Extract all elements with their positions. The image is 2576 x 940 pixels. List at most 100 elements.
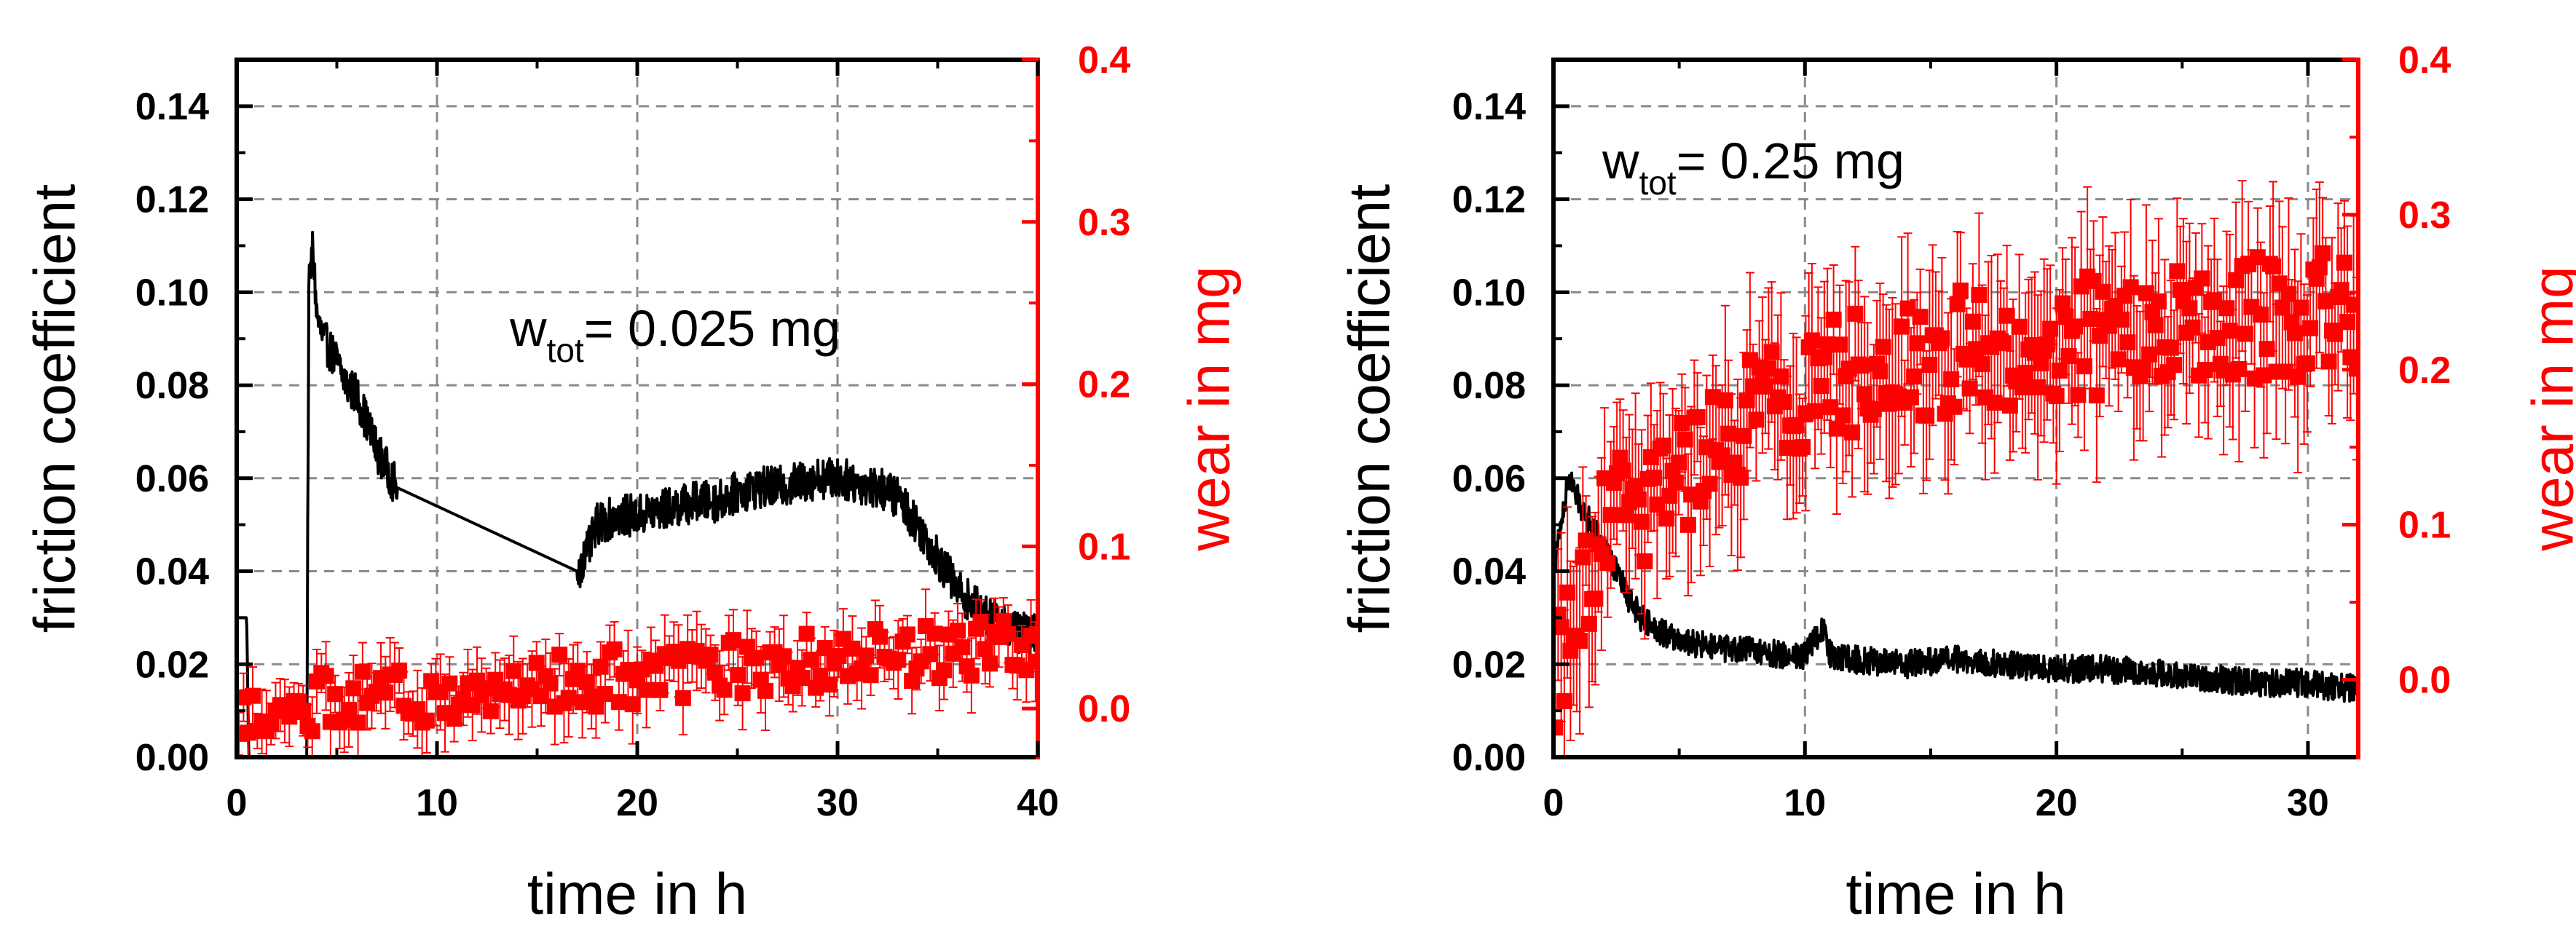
wear-point bbox=[1572, 547, 1588, 735]
wear-marker bbox=[2033, 355, 2049, 372]
wear-marker bbox=[354, 663, 371, 680]
wear-point bbox=[304, 696, 320, 757]
wear-point bbox=[2249, 207, 2266, 307]
x-tick-label: 0 bbox=[1543, 782, 1564, 824]
wear-marker bbox=[1674, 415, 1690, 432]
wtot-annotation: wtot= 0.25 mg bbox=[1602, 133, 1905, 202]
wear-marker bbox=[1618, 507, 1634, 524]
wear-marker bbox=[2274, 299, 2291, 316]
wear-marker bbox=[972, 614, 989, 631]
wear-marker bbox=[304, 723, 320, 740]
wear-marker bbox=[2194, 270, 2210, 287]
wear-marker bbox=[2001, 398, 2018, 414]
wear-marker bbox=[1816, 349, 1832, 366]
wear-marker bbox=[2280, 285, 2297, 302]
wear-point bbox=[1773, 292, 1789, 461]
wear-marker bbox=[281, 708, 298, 725]
wear-marker bbox=[1828, 420, 1845, 437]
wear-marker bbox=[1736, 427, 1752, 444]
y2-tick-label: 0.4 bbox=[1078, 39, 1130, 82]
wear-point bbox=[2333, 227, 2349, 353]
wear-marker bbox=[606, 641, 623, 657]
wear-marker bbox=[2147, 317, 2164, 333]
wear-marker bbox=[1738, 392, 1755, 408]
wear-point bbox=[2221, 234, 2238, 428]
wear-marker bbox=[2315, 245, 2331, 261]
wear-point bbox=[1553, 532, 1569, 722]
wear-point bbox=[1828, 342, 1845, 516]
wear-marker bbox=[1649, 496, 1666, 513]
wear-marker bbox=[1853, 358, 1870, 374]
wear-point bbox=[1856, 296, 1873, 493]
wear-marker bbox=[1899, 300, 1916, 317]
wear-marker bbox=[1553, 619, 1569, 636]
wear-marker bbox=[1726, 454, 1743, 471]
wear-marker bbox=[560, 690, 577, 706]
wear-point bbox=[1912, 268, 1929, 366]
y-axis-title: friction coefficient bbox=[1337, 184, 1402, 633]
wear-marker bbox=[1655, 437, 1671, 454]
wear-marker bbox=[2169, 263, 2186, 280]
wear-point bbox=[2017, 292, 2034, 454]
wear-marker bbox=[2166, 357, 2183, 374]
wear-marker bbox=[1661, 487, 1678, 504]
wear-marker bbox=[2311, 259, 2328, 276]
plot-area bbox=[237, 230, 1038, 757]
wear-marker bbox=[2088, 387, 2105, 404]
wear-marker bbox=[1717, 392, 1733, 408]
y-tick-label: 0.12 bbox=[135, 179, 209, 221]
y2-tick-label: 0.0 bbox=[1078, 688, 1130, 730]
wear-marker bbox=[1906, 368, 1923, 385]
wear-marker bbox=[1909, 335, 1926, 352]
wear-point bbox=[2055, 247, 2071, 360]
wear-point bbox=[725, 609, 741, 671]
wear-marker bbox=[1646, 470, 1663, 486]
chart-panel-2: 0 10 20 30 0.00 0.02 0.04 0.06 0.08 0.10 0.12 0.14 0… bbox=[1337, 39, 2576, 926]
wear-marker bbox=[446, 711, 462, 727]
wear-marker bbox=[899, 626, 915, 643]
wear-marker bbox=[2100, 317, 2117, 334]
wear-marker bbox=[2110, 351, 2127, 368]
y-tick-label: 0.04 bbox=[1452, 551, 1526, 593]
wear-marker bbox=[1627, 478, 1644, 494]
wear-marker bbox=[2299, 355, 2315, 372]
wear-point bbox=[610, 673, 627, 731]
wear-marker bbox=[1748, 411, 1765, 428]
wear-marker bbox=[2221, 323, 2238, 339]
wear-point bbox=[2336, 200, 2352, 325]
wear-marker bbox=[1553, 719, 1564, 736]
wear-marker bbox=[2014, 379, 2031, 395]
wear-point bbox=[2100, 245, 2117, 407]
y-tick-label: 0.08 bbox=[135, 365, 209, 407]
wear-point bbox=[803, 637, 819, 682]
wear-marker bbox=[327, 686, 344, 703]
wear-marker bbox=[2218, 300, 2235, 317]
wear-marker bbox=[1813, 378, 1829, 395]
wear-marker bbox=[2048, 388, 2065, 405]
wear-marker bbox=[2345, 296, 2358, 313]
wear-point bbox=[1717, 304, 1733, 496]
wear-marker bbox=[2141, 346, 2158, 363]
wear-marker bbox=[1714, 447, 1730, 464]
wear-marker bbox=[610, 694, 627, 711]
wear-marker bbox=[2256, 367, 2272, 384]
wear-marker bbox=[822, 676, 838, 693]
x-tick-label: 30 bbox=[816, 782, 859, 824]
wear-point bbox=[1943, 298, 1960, 461]
wear-point bbox=[1701, 400, 1718, 567]
wear-point bbox=[1934, 256, 1950, 420]
x-tick-label: 20 bbox=[616, 782, 658, 824]
wear-point bbox=[2030, 294, 2047, 481]
x-axis-title: time in h bbox=[1846, 861, 2065, 926]
wear-marker bbox=[2150, 293, 2167, 310]
wear-marker bbox=[890, 652, 907, 668]
wear-marker bbox=[1572, 633, 1588, 649]
y-tick-label: 0.06 bbox=[135, 458, 209, 500]
wear-point bbox=[2082, 248, 2099, 390]
wear-marker bbox=[2030, 379, 2047, 396]
wear-point bbox=[899, 615, 915, 655]
wear-marker bbox=[1630, 491, 1647, 508]
wear-marker bbox=[1779, 439, 1795, 456]
wear-marker bbox=[1902, 389, 1919, 406]
y-tick-label: 0.12 bbox=[1452, 179, 1526, 221]
